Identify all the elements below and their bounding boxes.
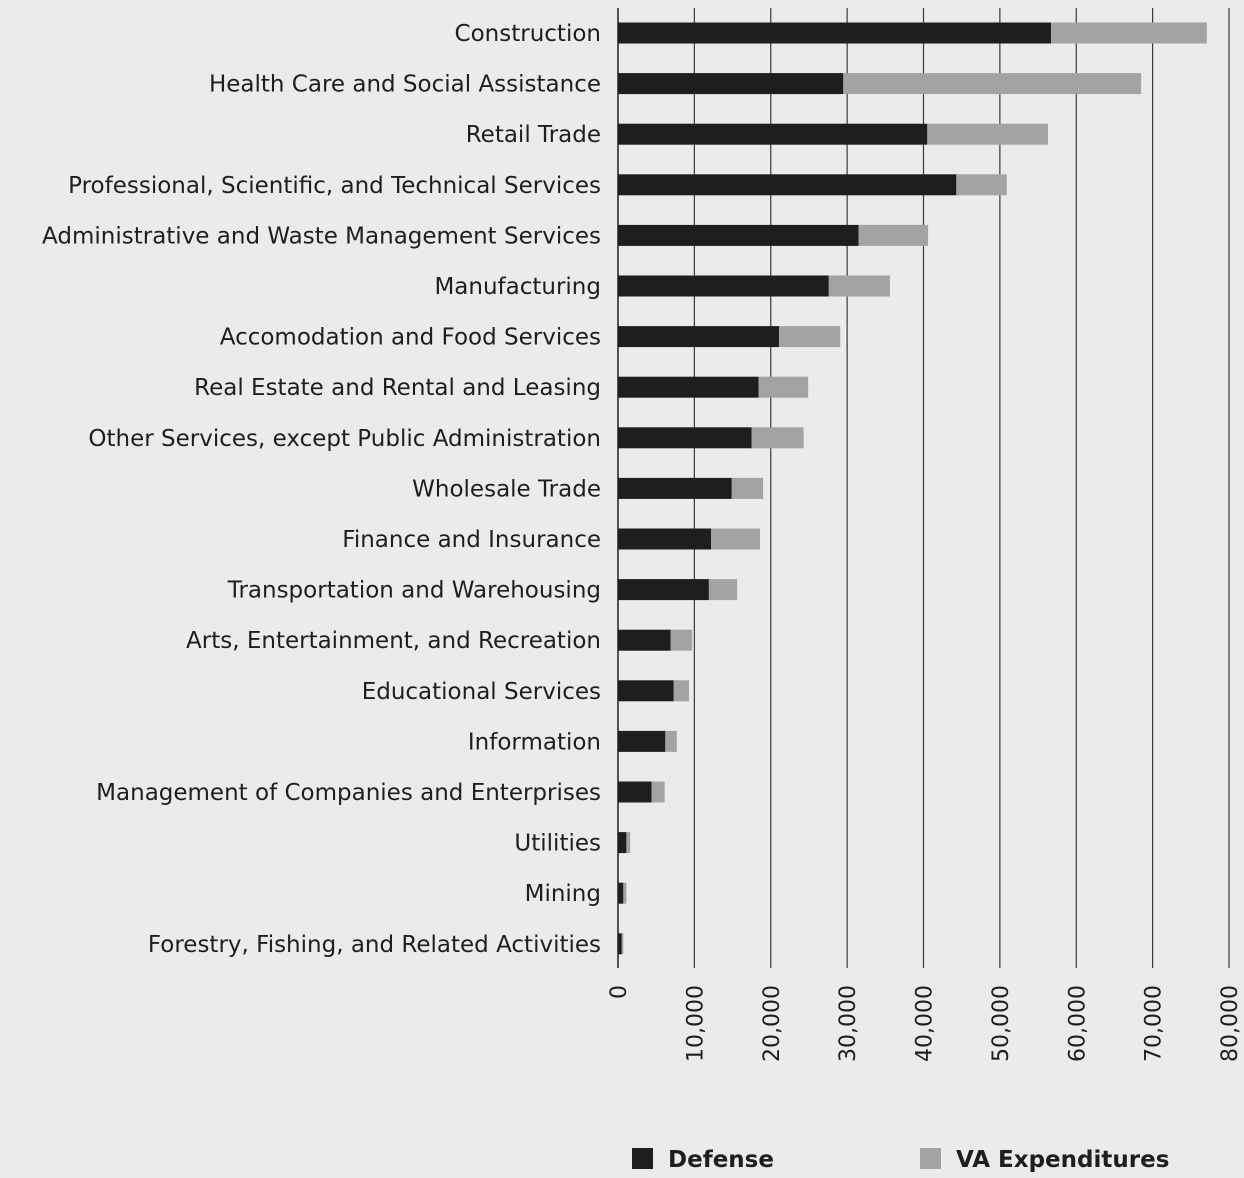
bar-va-expenditures <box>758 376 809 398</box>
category-label: Wholesale Trade <box>412 476 601 502</box>
bar-defense <box>618 730 666 752</box>
x-tick-label: 70,000 <box>1142 985 1167 1062</box>
category-label: Mining <box>525 881 601 907</box>
category-label: Arts, Entertainment, and Recreation <box>186 628 601 654</box>
category-label: Manufacturing <box>434 274 601 300</box>
x-tick-label: 40,000 <box>913 985 938 1062</box>
x-tick-label: 0 <box>607 985 632 999</box>
bar-defense <box>618 376 759 398</box>
bar-va-expenditures <box>956 174 1007 196</box>
bar-va-expenditures <box>779 326 841 348</box>
category-label: Information <box>468 729 601 755</box>
x-tick-labels: 0 10,000 20,000 30,000 40,000 50,000 60,000 70,… <box>607 985 1243 1062</box>
category-label: Health Care and Social Assistance <box>209 72 601 98</box>
bar-defense <box>618 882 624 904</box>
bar-defense <box>618 275 829 297</box>
bar-va-expenditures <box>843 73 1142 95</box>
bars <box>618 22 1207 955</box>
bar-defense <box>618 781 652 803</box>
bar-va-expenditures <box>651 781 665 803</box>
category-label: Management of Companies and Enterprises <box>96 780 601 806</box>
bar-va-expenditures <box>858 224 929 246</box>
bar-defense <box>618 427 752 449</box>
bar-va-expenditures <box>731 477 764 499</box>
bar-va-expenditures <box>626 832 631 854</box>
bar-defense <box>618 629 671 651</box>
x-tick-label: 20,000 <box>760 985 785 1062</box>
bar-va-expenditures <box>708 579 738 601</box>
bar-defense <box>618 477 732 499</box>
category-label: Professional, Scientific, and Technical … <box>68 173 601 199</box>
bar-defense <box>618 528 712 550</box>
bar-defense <box>618 22 1052 44</box>
category-label: Transportation and Warehousing <box>227 578 601 604</box>
bar-defense <box>618 933 622 955</box>
bar-va-expenditures <box>673 680 690 702</box>
category-label: Administrative and Waste Management Serv… <box>42 223 601 249</box>
x-tick-label: 30,000 <box>836 985 861 1062</box>
bar-defense <box>618 73 844 95</box>
category-label: Retail Trade <box>466 122 601 148</box>
bar-va-expenditures <box>1051 22 1207 44</box>
bar-va-expenditures <box>828 275 890 297</box>
category-label: Accomodation and Food Services <box>220 325 601 351</box>
bar-defense <box>618 123 928 145</box>
bar-defense <box>618 174 957 196</box>
category-label: Educational Services <box>362 679 601 705</box>
gridlines <box>617 8 1230 968</box>
legend-swatch <box>632 1148 653 1169</box>
category-label: Finance and Insurance <box>342 527 601 553</box>
x-tick-label: 80,000 <box>1218 985 1243 1062</box>
bar-va-expenditures <box>621 933 624 955</box>
category-label: Construction <box>455 21 601 47</box>
category-labels: Construction Health Care and Social Assis… <box>42 21 601 958</box>
bar-va-expenditures <box>927 123 1048 145</box>
bar-va-expenditures <box>623 882 627 904</box>
bar-va-expenditures <box>665 730 677 752</box>
bar-defense <box>618 326 780 348</box>
bar-va-expenditures <box>751 427 804 449</box>
x-tick-label: 50,000 <box>989 985 1014 1062</box>
category-label: Real Estate and Rental and Leasing <box>194 375 601 401</box>
category-label: Utilities <box>514 831 601 857</box>
legend-label: VA Expenditures <box>956 1147 1169 1173</box>
bar-defense <box>618 224 859 246</box>
x-tick-label: 60,000 <box>1065 985 1090 1062</box>
bar-defense <box>618 832 627 854</box>
bar-va-expenditures <box>670 629 693 651</box>
bar-defense <box>618 680 674 702</box>
legend-swatch <box>920 1148 941 1169</box>
x-tick-label: 10,000 <box>683 985 708 1062</box>
bar-defense <box>618 579 709 601</box>
bar-va-expenditures <box>711 528 761 550</box>
category-label: Other Services, except Public Administra… <box>88 426 601 452</box>
category-label: Forestry, Fishing, and Related Activitie… <box>148 932 601 958</box>
legend: Defense VA Expenditures <box>632 1147 1169 1173</box>
legend-label: Defense <box>668 1147 774 1173</box>
